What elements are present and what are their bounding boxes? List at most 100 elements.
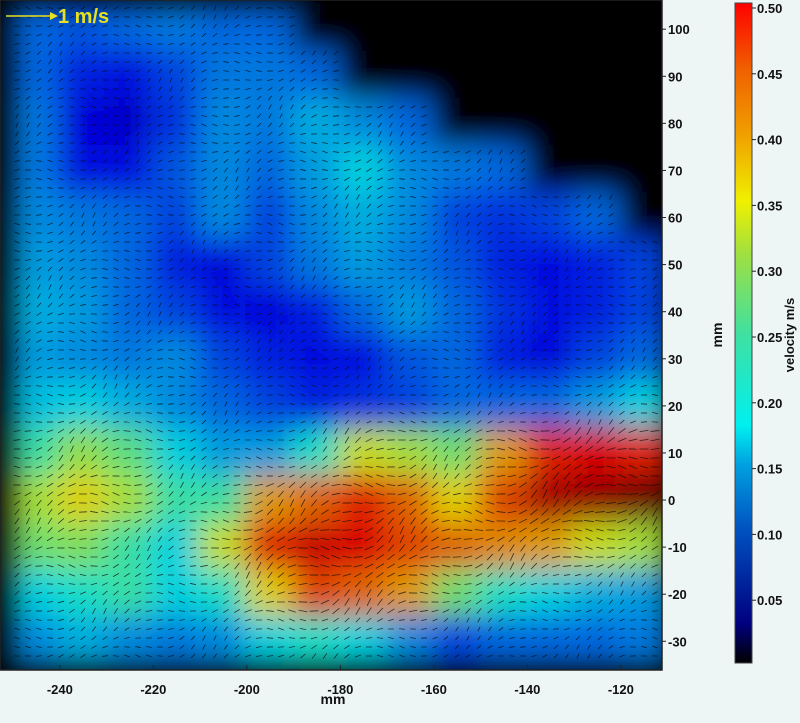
vector-arrow bbox=[333, 627, 339, 631]
heatmap-cell bbox=[618, 97, 662, 149]
vector-arrow bbox=[134, 510, 142, 514]
vector-arrow bbox=[135, 42, 141, 46]
vector-arrow bbox=[641, 303, 647, 307]
vector-arrow bbox=[551, 518, 561, 524]
vector-arrow bbox=[256, 231, 262, 235]
vector-arrow bbox=[36, 41, 42, 47]
vector-arrow bbox=[520, 268, 526, 270]
vector-arrow bbox=[530, 499, 538, 507]
vector-arrow bbox=[223, 194, 229, 200]
vector-arrow bbox=[398, 600, 406, 604]
vector-arrow bbox=[530, 508, 538, 516]
vector-arrow bbox=[168, 464, 174, 470]
vector-arrow bbox=[311, 186, 317, 190]
vector-arrow bbox=[158, 86, 162, 92]
x-tick-label: -220 bbox=[140, 682, 166, 697]
vector-arrow bbox=[124, 177, 130, 181]
vector-arrow bbox=[377, 122, 383, 128]
vector-arrow bbox=[189, 591, 197, 595]
vector-arrow bbox=[255, 519, 263, 523]
vector-arrow bbox=[145, 429, 153, 433]
vector-arrow bbox=[113, 241, 119, 243]
vector-arrow bbox=[135, 7, 141, 9]
vector-arrow bbox=[432, 177, 438, 181]
vector-arrow bbox=[530, 473, 538, 479]
vector-arrow bbox=[520, 177, 526, 181]
vector-arrow bbox=[432, 385, 438, 387]
vector-arrow bbox=[279, 95, 283, 101]
vector-arrow bbox=[465, 464, 471, 470]
vector-arrow bbox=[25, 240, 31, 244]
vector-arrow bbox=[388, 293, 394, 299]
vector-arrow bbox=[14, 70, 20, 72]
vector-arrow bbox=[553, 366, 559, 370]
vector-arrow bbox=[25, 582, 31, 586]
vector-arrow bbox=[388, 223, 394, 225]
vector-arrow bbox=[466, 239, 470, 245]
vector-arrow bbox=[466, 230, 470, 236]
vector-arrow bbox=[300, 205, 306, 207]
vector-arrow bbox=[410, 267, 416, 271]
vector-arrow bbox=[157, 464, 163, 470]
vector-arrow bbox=[344, 141, 350, 145]
vector-arrow bbox=[201, 626, 207, 632]
vector-arrow bbox=[333, 385, 339, 387]
vector-arrow bbox=[332, 474, 340, 478]
vector-arrow bbox=[388, 636, 394, 640]
vector-arrow bbox=[366, 348, 372, 352]
vector-arrow bbox=[510, 338, 514, 344]
vector-arrow bbox=[245, 392, 251, 398]
vector-arrow bbox=[180, 257, 184, 263]
vector-arrow bbox=[290, 95, 294, 101]
vector-arrow bbox=[180, 464, 184, 470]
vector-arrow bbox=[377, 258, 383, 262]
vector-arrow bbox=[212, 286, 218, 288]
vector-arrow bbox=[355, 277, 361, 279]
vector-arrow bbox=[465, 150, 471, 154]
vector-arrow bbox=[355, 185, 361, 191]
heatmap-cell bbox=[198, 615, 249, 667]
vector-arrow bbox=[223, 626, 229, 632]
vector-arrow bbox=[114, 392, 118, 398]
vector-arrow bbox=[243, 520, 253, 522]
heatmap-cell bbox=[104, 97, 156, 149]
vector-arrow bbox=[112, 573, 120, 577]
vector-arrow bbox=[443, 618, 449, 622]
vector-arrow bbox=[575, 231, 581, 235]
vector-arrow bbox=[388, 347, 394, 353]
heatmap-cell bbox=[198, 144, 249, 196]
vector-arrow bbox=[135, 96, 141, 100]
vector-arrow bbox=[354, 654, 362, 658]
vector-arrow bbox=[344, 348, 350, 352]
vector-arrow bbox=[179, 645, 185, 649]
vector-arrow bbox=[443, 294, 449, 298]
vector-arrow bbox=[627, 493, 639, 495]
vector-arrow bbox=[36, 321, 42, 325]
vector-arrow bbox=[529, 447, 539, 451]
vector-arrow bbox=[388, 159, 394, 163]
vector-arrow bbox=[212, 167, 218, 173]
vector-arrow bbox=[475, 554, 483, 560]
vector-arrow bbox=[135, 392, 141, 398]
heatmap-cell bbox=[338, 191, 390, 244]
vector-arrow bbox=[509, 205, 515, 207]
vector-arrow bbox=[585, 564, 593, 568]
vector-arrow bbox=[256, 185, 262, 191]
vector-arrow bbox=[69, 133, 75, 135]
vector-arrow bbox=[267, 447, 273, 451]
vector-arrow bbox=[80, 294, 86, 298]
vector-arrow bbox=[389, 140, 393, 146]
vector-arrow bbox=[652, 250, 658, 252]
vector-arrow bbox=[47, 331, 53, 333]
vector-arrow bbox=[554, 248, 558, 254]
vector-arrow bbox=[146, 159, 152, 163]
vector-arrow bbox=[366, 241, 372, 243]
vector-arrow bbox=[169, 302, 173, 308]
vector-arrow bbox=[179, 276, 185, 280]
vector-arrow bbox=[146, 204, 152, 208]
vector-arrow bbox=[498, 231, 504, 235]
vector-arrow bbox=[256, 113, 262, 119]
vector-arrow bbox=[102, 645, 108, 649]
vector-arrow bbox=[509, 176, 515, 182]
vector-arrow bbox=[25, 42, 31, 46]
